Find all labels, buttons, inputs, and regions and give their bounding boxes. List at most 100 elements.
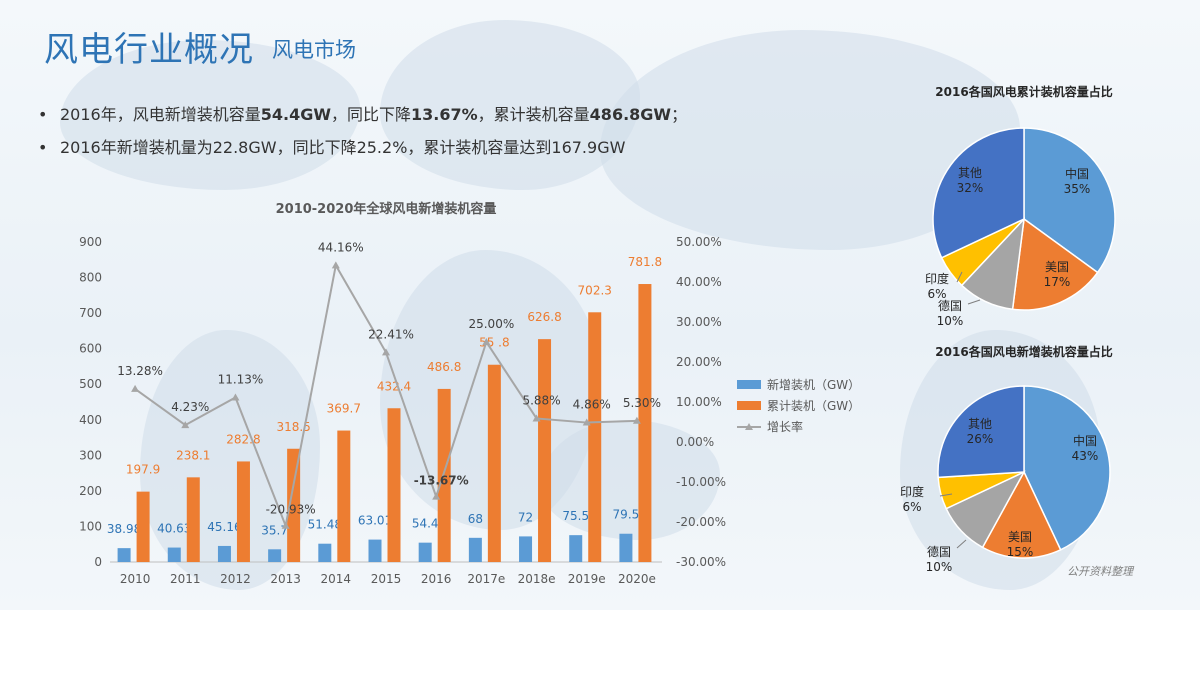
y2-tick-label: -20.00% xyxy=(676,515,726,529)
pie-cumulative-leader-line xyxy=(967,299,981,305)
bar-new-capacity xyxy=(318,543,332,562)
data-label-growth: 25.00% xyxy=(468,317,514,331)
data-label-cumulative: 486.8 xyxy=(427,360,461,374)
data-label-cumulative: 702.3 xyxy=(578,283,612,297)
bullet-text-2: 2016年新增装机量为22.8GW，同比下降25.2%，累计装机容量达到167.… xyxy=(60,138,626,157)
y2-tick-label: 20.00% xyxy=(676,355,722,369)
x-tick-label: 2014 xyxy=(321,572,352,586)
growth-rate-point xyxy=(632,416,641,424)
pie-new-slice-percent: 10% xyxy=(926,560,953,574)
data-label-new: 63.01 xyxy=(358,514,392,528)
x-tick-label: 2015 xyxy=(371,572,402,586)
pie-new-slice-label: 德国 xyxy=(927,544,951,559)
pie-cumulative-leader-line xyxy=(956,271,963,283)
y2-tick-label: 0.00% xyxy=(676,435,714,449)
y-tick-label: 400 xyxy=(79,413,102,427)
data-label-growth: 22.41% xyxy=(368,327,414,341)
pie-new-slice-percent: 15% xyxy=(1007,545,1034,559)
pie-cumulative-title: 2016各国风电累计装机容量占比 xyxy=(935,84,1112,99)
bar-new-capacity xyxy=(368,539,382,562)
bar-new-capacity xyxy=(468,537,482,562)
bar-cumulative-capacity xyxy=(287,448,301,562)
pie-cumulative-slice-percent: 6% xyxy=(927,287,946,301)
y2-tick-label: -30.00% xyxy=(676,555,726,569)
data-label-cumulative: 626.8 xyxy=(527,310,561,324)
data-label-new: 54.4 xyxy=(412,517,439,531)
bullet-item-2: • 2016年新增装机量为22.8GW，同比下降25.2%，累计装机容量达到16… xyxy=(38,131,687,164)
bar-cumulative-capacity xyxy=(437,388,451,562)
bullet-1-seg: ； xyxy=(671,105,688,124)
bullet-1-seg: 2016年，风电新增装机容量 xyxy=(60,105,261,124)
data-label-new: 38.98 xyxy=(107,522,141,536)
y-tick-label: 800 xyxy=(79,271,102,285)
pie-new-slice-label: 中国 xyxy=(1073,433,1097,448)
data-label-growth: -20.93% xyxy=(266,503,316,517)
bullet-1-new-capacity: 54.4GW xyxy=(260,105,331,124)
bar-cumulative-capacity xyxy=(538,339,552,562)
data-label-growth: 5.30% xyxy=(623,396,661,410)
growth-rate-point xyxy=(432,492,441,500)
data-label-growth: 4.23% xyxy=(171,400,209,414)
bullet-1-seg: ，累计装机容量 xyxy=(477,105,590,124)
legend-swatch-new xyxy=(737,380,761,389)
bar-new-capacity xyxy=(619,533,633,562)
bar-new-capacity xyxy=(117,548,131,562)
pie-new-leader-line xyxy=(956,539,967,549)
data-label-growth: 13.28% xyxy=(117,364,163,378)
data-label-growth: 11.13% xyxy=(218,372,264,386)
data-label-cumulative: 369.7 xyxy=(327,402,361,416)
data-label-growth: 44.16% xyxy=(318,240,364,254)
bar-new-capacity xyxy=(217,545,231,562)
x-tick-label: 2013 xyxy=(270,572,301,586)
bullet-item-1: • 2016年，风电新增装机容量54.4GW，同比下降13.67%，累计装机容量… xyxy=(38,98,687,131)
pie-new-slice-label: 美国 xyxy=(1008,530,1032,544)
pie-cumulative-slice-label: 其他 xyxy=(958,166,982,180)
pie-new-slice xyxy=(1023,385,1111,551)
data-label-growth: 4.86% xyxy=(573,398,611,412)
pie-new-leader-line xyxy=(939,493,953,497)
x-tick-label: 2017e xyxy=(467,572,505,586)
data-label-growth: 5.88% xyxy=(522,393,560,407)
bar-cumulative-capacity xyxy=(588,312,602,562)
page-title: 风电行业概况 xyxy=(44,30,254,70)
bullet-1-cumulative: 486.8GW xyxy=(589,105,672,124)
data-label-new: 40.63 xyxy=(157,522,191,536)
pie-new-slice-percent: 43% xyxy=(1072,449,1099,463)
bullet-1-seg: ，同比下降 xyxy=(331,105,412,124)
pie-cumulative-slice xyxy=(932,127,1025,259)
bar-cumulative-capacity xyxy=(186,477,200,562)
growth-rate-point xyxy=(281,521,290,529)
legend-swatch-cumulative xyxy=(737,401,761,410)
bar-cumulative-capacity xyxy=(487,364,501,562)
data-label-new: 51.48 xyxy=(308,518,342,532)
growth-rate-point xyxy=(382,348,390,356)
data-label-cumulative: 282.8 xyxy=(226,432,260,446)
y2-tick-label: 30.00% xyxy=(676,315,722,329)
x-tick-label: 2019e xyxy=(568,572,606,586)
pie-cumulative-slice-percent: 35% xyxy=(1064,182,1091,196)
y2-tick-label: 10.00% xyxy=(676,395,722,409)
x-tick-label: 2016 xyxy=(421,572,452,586)
y-tick-label: 900 xyxy=(79,235,102,249)
data-label-new: 75.5 xyxy=(562,509,589,523)
pie-new-slice-label: 印度 xyxy=(900,484,924,499)
pie-cumulative-slice-percent: 10% xyxy=(937,314,964,328)
bullet-1-decline: 13.67% xyxy=(411,105,478,124)
pie-cumulative-slice xyxy=(1023,127,1116,274)
growth-rate-point xyxy=(582,418,591,426)
data-label-cumulative: 781.8 xyxy=(628,255,662,269)
data-label-cumulative: 318.5 xyxy=(276,420,310,434)
pie-cumulative-slice-percent: 32% xyxy=(957,181,984,195)
bar-cumulative-capacity xyxy=(236,461,250,562)
data-label-new: 68 xyxy=(468,512,483,526)
legend-marker-growth xyxy=(745,423,753,430)
legend-label-growth: 增长率 xyxy=(767,419,803,434)
pie-cumulative-slice-label: 美国 xyxy=(1045,260,1069,274)
bullet-list: • 2016年，风电新增装机容量54.4GW，同比下降13.67%，累计装机容量… xyxy=(38,98,687,164)
y2-tick-label: -10.00% xyxy=(676,475,726,489)
data-label-new: 79.5 xyxy=(613,508,640,522)
x-tick-label: 2018e xyxy=(518,572,556,586)
y-tick-label: 600 xyxy=(79,342,102,356)
y-tick-label: 0 xyxy=(94,555,102,569)
